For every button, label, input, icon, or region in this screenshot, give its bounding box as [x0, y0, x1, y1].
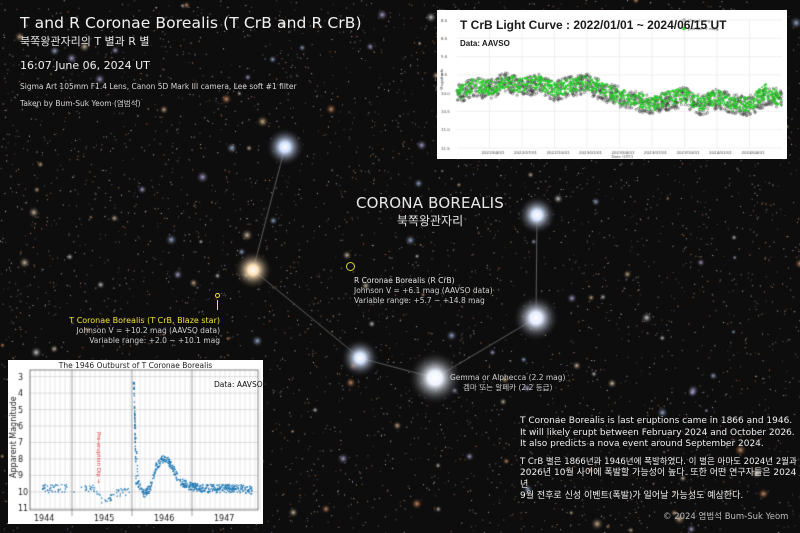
title-block: T and R Coronae Borealis (T CrB and R Cr…	[20, 14, 362, 109]
light-curve-plot	[437, 10, 787, 159]
t-crb-label: T Coronae Borealis (T CrB, Blaze star) J…	[60, 316, 220, 346]
info-en-line-2: It will likely erupt between February 20…	[520, 427, 795, 438]
light-curve-chart: T CrB Light Curve : 2022/01/01 ~ 2024/06…	[437, 10, 787, 159]
t-crb-name: T Coronae Borealis (T CrB, Blaze star)	[69, 316, 220, 325]
outburst-1946-chart: The 1946 Outburst of T Coronae Borealis …	[8, 360, 263, 524]
copyright-notice: © 2024 염범석 Bum-Suk Yeom	[663, 512, 789, 522]
outburst-chart-title: The 1946 Outburst of T Coronae Borealis	[58, 361, 213, 370]
r-crb-name: R Coronae Borealis (R CrB)	[354, 276, 455, 285]
observation-datetime: 16:07 June 06, 2024 UT	[20, 59, 150, 72]
t-crb-johnson: Johnson V = +10.2 mag (AAVSO data)	[76, 326, 220, 335]
photographer-credit: Taken by Bum-Suk Yeom (염범석)	[20, 99, 141, 108]
page-title: T and R Coronae Borealis (T CrB and R Cr…	[20, 14, 362, 32]
outburst-data-source: Data: AAVSO	[214, 380, 263, 389]
info-en-line-1: T Coronae Borealis is last eruptions cam…	[520, 416, 793, 426]
r-crb-range: Variable range: +5.7 ~ +14.8 mag	[354, 296, 485, 305]
outburst-plot	[8, 360, 263, 524]
r-crb-johnson: Johnson V = +6.1 mag (AAVSO data)	[354, 286, 493, 295]
r-crb-marker-circle	[346, 262, 355, 271]
info-text-block: T Coronae Borealis is last eruptions cam…	[520, 416, 800, 503]
info-ko-line-1: T CrB 별은 1866년과 1946년에 폭발하였다. 이 별은 아마도 2…	[520, 456, 797, 467]
light-curve-title: T CrB Light Curve : 2022/01/01 ~ 2024/06…	[460, 18, 727, 32]
equipment-info: Sigma Art 105mm F1.4 Lens, Canon 5D Mark…	[20, 82, 297, 91]
gemma-label: Gemma or Alphecca (2.2 mag) 겜마 또는 알페카 (2…	[450, 373, 565, 393]
gemma-name-korean: 겜마 또는 알페카 (2.2 등급)	[463, 383, 553, 392]
t-crb-pointer-arrow-icon	[217, 300, 219, 310]
constellation-name: CORONA BOREALIS	[355, 194, 505, 212]
info-ko-line-2: 2026년 10월 사이에 폭발할 가능성이 높다. 또한 어떤 연구자들은 2…	[520, 468, 797, 490]
info-ko-line-3: 9월 전후로 신성 이벤트(폭발)가 일어날 가능성도 예상한다.	[520, 491, 744, 501]
constellation-name-korean: 북쪽왕관자리	[396, 214, 464, 228]
r-crb-label: R Coronae Borealis (R CrB) Johnson V = +…	[354, 276, 493, 306]
page-title-korean: 북쪽왕관자리의 T 별과 R 별	[20, 35, 150, 48]
light-curve-data-source: Data: AAVSO	[460, 39, 510, 48]
t-crb-range: Variable range: +2.0 ~ +10.1 mag	[89, 336, 220, 345]
info-en-line-3: It also predicts a nova event around Sep…	[520, 439, 764, 449]
constellation-label: CORONA BOREALIS 북쪽왕관자리	[350, 194, 510, 229]
gemma-name: Gemma or Alphecca (2.2 mag)	[450, 373, 566, 382]
t-crb-marker-circle	[215, 293, 220, 298]
